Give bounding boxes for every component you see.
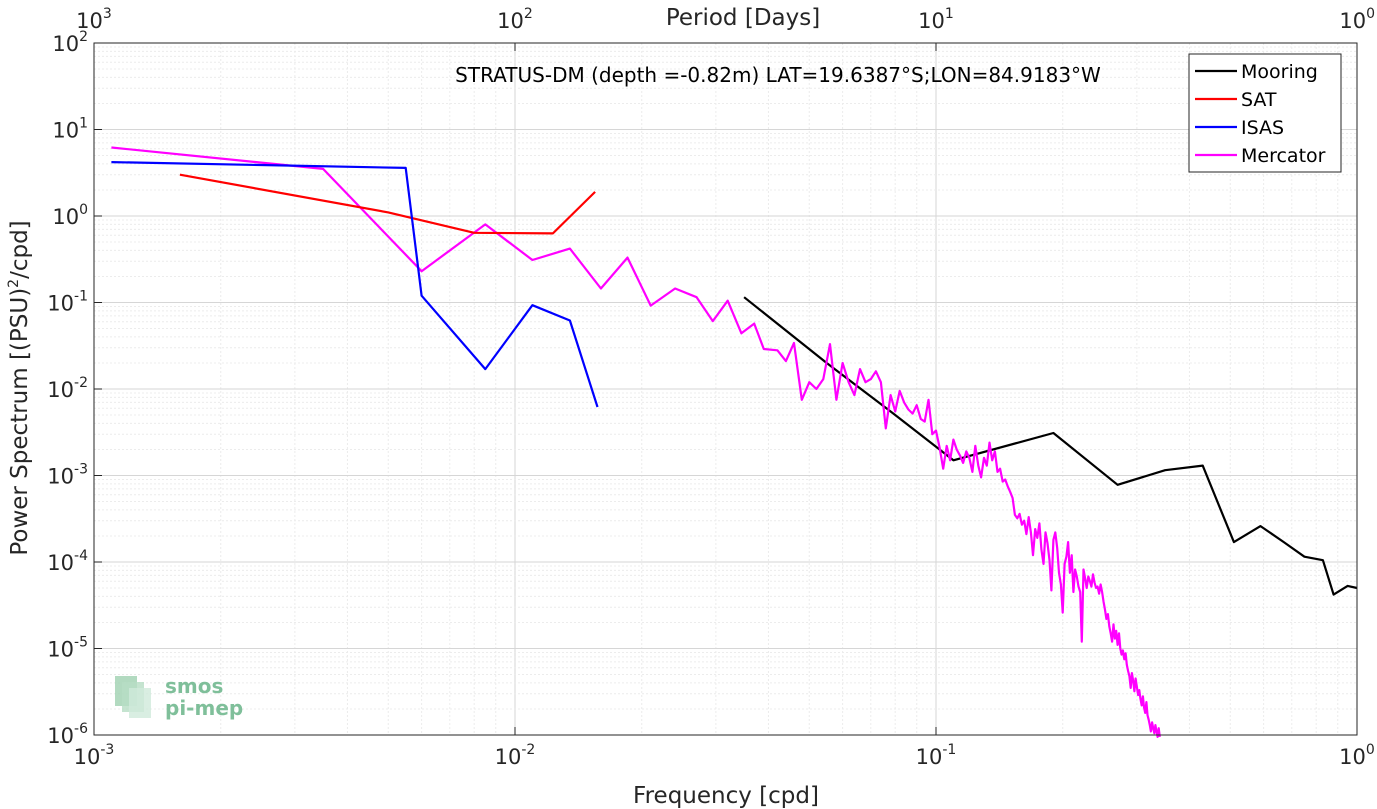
x-tick-label: 10-2 xyxy=(495,742,536,769)
logo-line-1: smos xyxy=(165,674,223,698)
y-tick-label: 10-6 xyxy=(47,721,88,748)
y-axis-label-main: Power Spectrum [(PSU) xyxy=(7,288,33,556)
series-line-mercator xyxy=(111,146,1161,739)
y-tick-label: 102 xyxy=(52,29,88,56)
top-tick-label: 103 xyxy=(76,6,112,33)
top-axis-label: Period [Days] xyxy=(666,5,820,31)
x-tick-label: 100 xyxy=(1339,742,1375,769)
grid-lines xyxy=(94,43,1357,735)
y-axis-label-sup: 2 xyxy=(6,279,22,288)
series-line-mooring xyxy=(743,296,1358,596)
x-tick-label: 10-1 xyxy=(916,742,957,769)
series-line-sat xyxy=(179,173,596,235)
x-tick-label: 10-3 xyxy=(74,742,115,769)
y-tick-label: 10-1 xyxy=(47,289,88,316)
top-tick-label: 102 xyxy=(497,6,533,33)
y-tick-label: 10-2 xyxy=(47,375,88,402)
legend-label: ISAS xyxy=(1241,117,1284,139)
axis-ticks xyxy=(93,42,1358,736)
y-tick-label: 101 xyxy=(52,116,88,143)
top-tick-label: 100 xyxy=(1339,6,1375,33)
chart-title: STRATUS-DM (depth =-0.82m) LAT=19.6387°S… xyxy=(455,63,1101,87)
y-tick-label: 100 xyxy=(52,202,88,229)
series-layer xyxy=(111,146,1358,739)
x-axis-label: Frequency [cpd] xyxy=(633,783,819,809)
y-tick-label: 10-4 xyxy=(47,548,88,575)
top-tick-label: 101 xyxy=(918,6,954,33)
legend: Mooring SAT ISAS Mercator xyxy=(1188,53,1342,173)
y-axis-label: Power Spectrum [(PSU)2/cpd] xyxy=(6,220,33,555)
logo-mark-icon xyxy=(129,688,151,718)
y-axis-label-tail: /cpd] xyxy=(7,220,33,279)
legend-label: SAT xyxy=(1241,89,1277,111)
legend-label: Mercator xyxy=(1241,145,1326,167)
legend-label: Mooring xyxy=(1241,61,1318,83)
y-tick-label: 10-5 xyxy=(47,635,88,662)
series-line-isas xyxy=(111,161,599,408)
y-tick-label: 10-3 xyxy=(47,462,88,489)
logo-line-2: pi-mep xyxy=(165,696,243,720)
legend-box xyxy=(1188,53,1342,173)
smos-pi-mep-logo: smos pi-mep xyxy=(115,674,243,720)
